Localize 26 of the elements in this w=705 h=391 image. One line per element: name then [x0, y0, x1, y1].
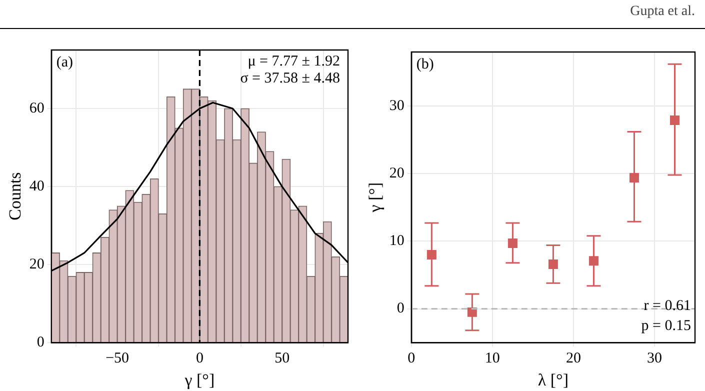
x-tick-label: 30 [646, 350, 662, 367]
y-tick-label: 40 [29, 178, 44, 194]
y-tick-label: 10 [389, 233, 404, 250]
y-tick-label: 0 [396, 300, 404, 317]
annotation: p = 0.15 [641, 318, 691, 334]
annotation: (a) [56, 54, 74, 70]
y-tick-label: 20 [389, 166, 404, 182]
x-tick-label: 50 [274, 350, 290, 367]
y-tick-label: 60 [29, 100, 44, 116]
y-axis-title: Counts [6, 172, 25, 220]
x-tick-label: 0 [408, 350, 416, 367]
x-axis-title: γ [°] [184, 370, 215, 390]
x-tick-label: 0 [196, 350, 204, 367]
annotation: σ = 37.58 ± 4.48 [240, 70, 340, 86]
x-axis-title: λ [°] [538, 370, 569, 390]
y-tick-label: 0 [36, 334, 44, 351]
annotation: μ = 7.77 ± 1.92 [248, 53, 340, 70]
y-tick-label: 30 [389, 98, 404, 114]
x-tick-label: 20 [566, 350, 581, 367]
annotation: (b) [416, 56, 434, 72]
x-tick-label: 10 [484, 350, 500, 367]
annotation: r = 0.61 [644, 298, 691, 314]
text: Gupta et al. [630, 4, 695, 20]
x-tick-label: −50 [106, 350, 130, 367]
y-tick-label: 20 [29, 256, 44, 273]
y-axis-title: γ [°] [366, 182, 385, 214]
